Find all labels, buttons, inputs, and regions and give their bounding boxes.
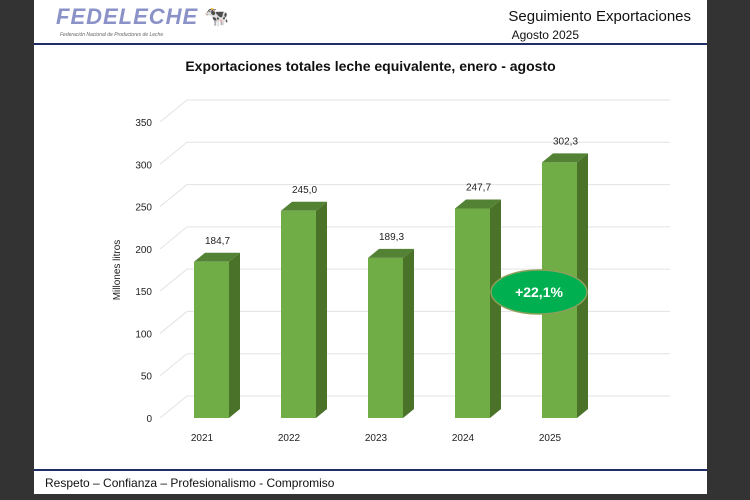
bar-top bbox=[194, 252, 240, 262]
bar-side bbox=[316, 201, 327, 418]
gridline-side bbox=[159, 141, 188, 165]
bar-top bbox=[542, 153, 588, 163]
gridline-side bbox=[159, 311, 188, 334]
data-label: 184,7 bbox=[205, 236, 230, 247]
x-tick-label: 2021 bbox=[191, 433, 214, 444]
bar-side bbox=[229, 252, 240, 418]
slide: FEDELECHE 🐄 Federación Nacional de Produ… bbox=[34, 0, 707, 494]
gridline-side bbox=[159, 226, 188, 250]
chart: 0 50 100 150 200 250 300 350 Millones litros 184,… bbox=[112, 99, 670, 444]
growth-badge-text: +22,1% bbox=[515, 284, 563, 300]
y-tick-label: 0 bbox=[146, 414, 152, 425]
bar bbox=[281, 210, 316, 418]
gridline-side bbox=[159, 353, 188, 377]
footer-divider bbox=[34, 469, 707, 471]
y-tick-label: 150 bbox=[135, 287, 152, 298]
bar-top bbox=[368, 248, 414, 258]
chart-title: Exportaciones totales leche equivalente,… bbox=[185, 58, 556, 74]
x-tick-label: 2023 bbox=[365, 433, 388, 444]
bar-side bbox=[403, 248, 414, 418]
bar bbox=[368, 257, 403, 418]
bar bbox=[194, 261, 229, 418]
data-label: 302,3 bbox=[553, 136, 578, 147]
y-tick-label: 250 bbox=[135, 203, 152, 214]
header-divider bbox=[34, 43, 707, 45]
gridline-side bbox=[159, 268, 188, 292]
y-tick-label: 200 bbox=[135, 245, 152, 256]
gridline-side bbox=[159, 99, 188, 123]
bar-top bbox=[281, 201, 327, 211]
cow-icon: 🐄 bbox=[204, 6, 230, 28]
x-tick-label: 2024 bbox=[452, 433, 475, 444]
data-label: 189,3 bbox=[379, 232, 404, 243]
bar bbox=[455, 208, 490, 418]
data-label: 247,7 bbox=[466, 183, 491, 194]
fedeleche-logo: FEDELECHE 🐄 Federación Nacional de Produ… bbox=[56, 5, 296, 41]
logo-subtitle: Federación Nacional de Productores de Le… bbox=[60, 32, 164, 38]
growth-badge bbox=[490, 269, 588, 315]
logo-text: FEDELECHE bbox=[56, 4, 199, 29]
header-title: Seguimiento Exportaciones bbox=[508, 8, 691, 25]
y-tick-label: 350 bbox=[135, 118, 152, 129]
gridline-side bbox=[159, 395, 188, 419]
bar-side bbox=[490, 199, 501, 418]
gridline-side bbox=[159, 184, 188, 207]
x-tick-label: 2022 bbox=[278, 433, 301, 444]
y-tick-label: 50 bbox=[141, 372, 153, 383]
y-axis-label: Millones litros bbox=[112, 240, 123, 301]
bar-top bbox=[455, 199, 501, 209]
footer-text: Respeto – Confianza – Profesionalismo - … bbox=[45, 476, 335, 490]
logo-row: FEDELECHE 🐄 bbox=[56, 5, 229, 29]
data-label: 245,0 bbox=[292, 185, 317, 196]
x-tick-label: 2025 bbox=[539, 433, 562, 444]
y-tick-label: 100 bbox=[135, 329, 152, 340]
header-subtitle: Agosto 2025 bbox=[511, 28, 579, 42]
y-tick-label: 300 bbox=[135, 160, 152, 171]
